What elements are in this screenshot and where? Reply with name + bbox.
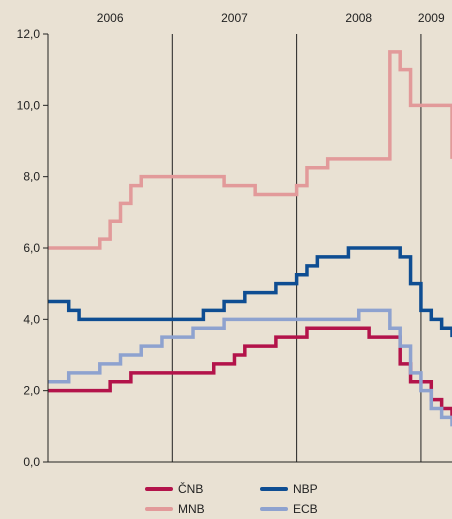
y-tick-label-0: 0,0 (23, 455, 40, 469)
series-line-ecb (48, 308, 452, 427)
year-label-2009: 2009 (418, 11, 445, 25)
legend-label-mnb: MNB (178, 502, 205, 516)
year-label-2006: 2006 (97, 11, 124, 25)
y-tick-label-6: 12,0 (17, 27, 41, 41)
year-label-2008: 2008 (345, 11, 372, 25)
legend: ČNB NBP MNB ECB (145, 481, 318, 516)
series-lines (48, 50, 452, 427)
y-tick-label-5: 10,0 (17, 98, 41, 112)
series-line-mnb (48, 50, 452, 250)
y-ticks: 0,0 2,0 4,0 6,0 8,0 10,0 12,0 (17, 27, 48, 469)
series-line-čnb (48, 326, 452, 418)
legend-label-ecb: ECB (293, 502, 318, 516)
y-tick-label-1: 2,0 (23, 384, 40, 398)
year-labels: 2006 2007 2008 2009 (97, 11, 445, 25)
y-tick-label-4: 8,0 (23, 170, 40, 184)
series-line-nbp (48, 246, 452, 338)
year-label-2007: 2007 (221, 11, 248, 25)
legend-label-čnb: ČNB (178, 481, 203, 496)
y-tick-label-3: 6,0 (23, 241, 40, 255)
y-tick-label-2: 4,0 (23, 312, 40, 326)
legend-label-nbp: NBP (293, 482, 318, 496)
